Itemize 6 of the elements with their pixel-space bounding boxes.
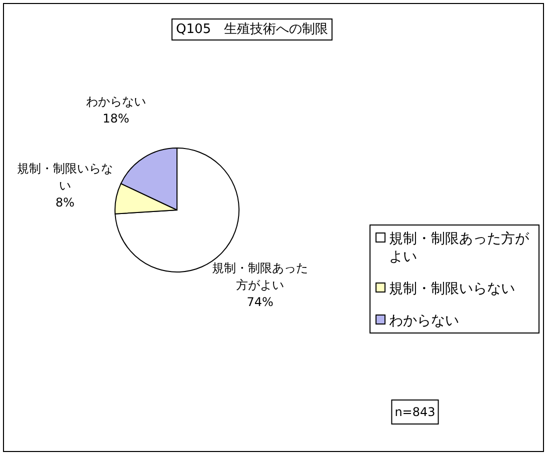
- title: Q105 生殖技術への制限: [171, 18, 333, 40]
- legend-label: 規制・制限あった方がよい: [389, 231, 530, 265]
- legend-label: 規制・制限いらない: [389, 281, 515, 297]
- legend-label: わからない: [389, 313, 459, 329]
- annotation: n=843: [391, 400, 439, 424]
- chart-title: Q105 生殖技術への制限: [176, 22, 328, 37]
